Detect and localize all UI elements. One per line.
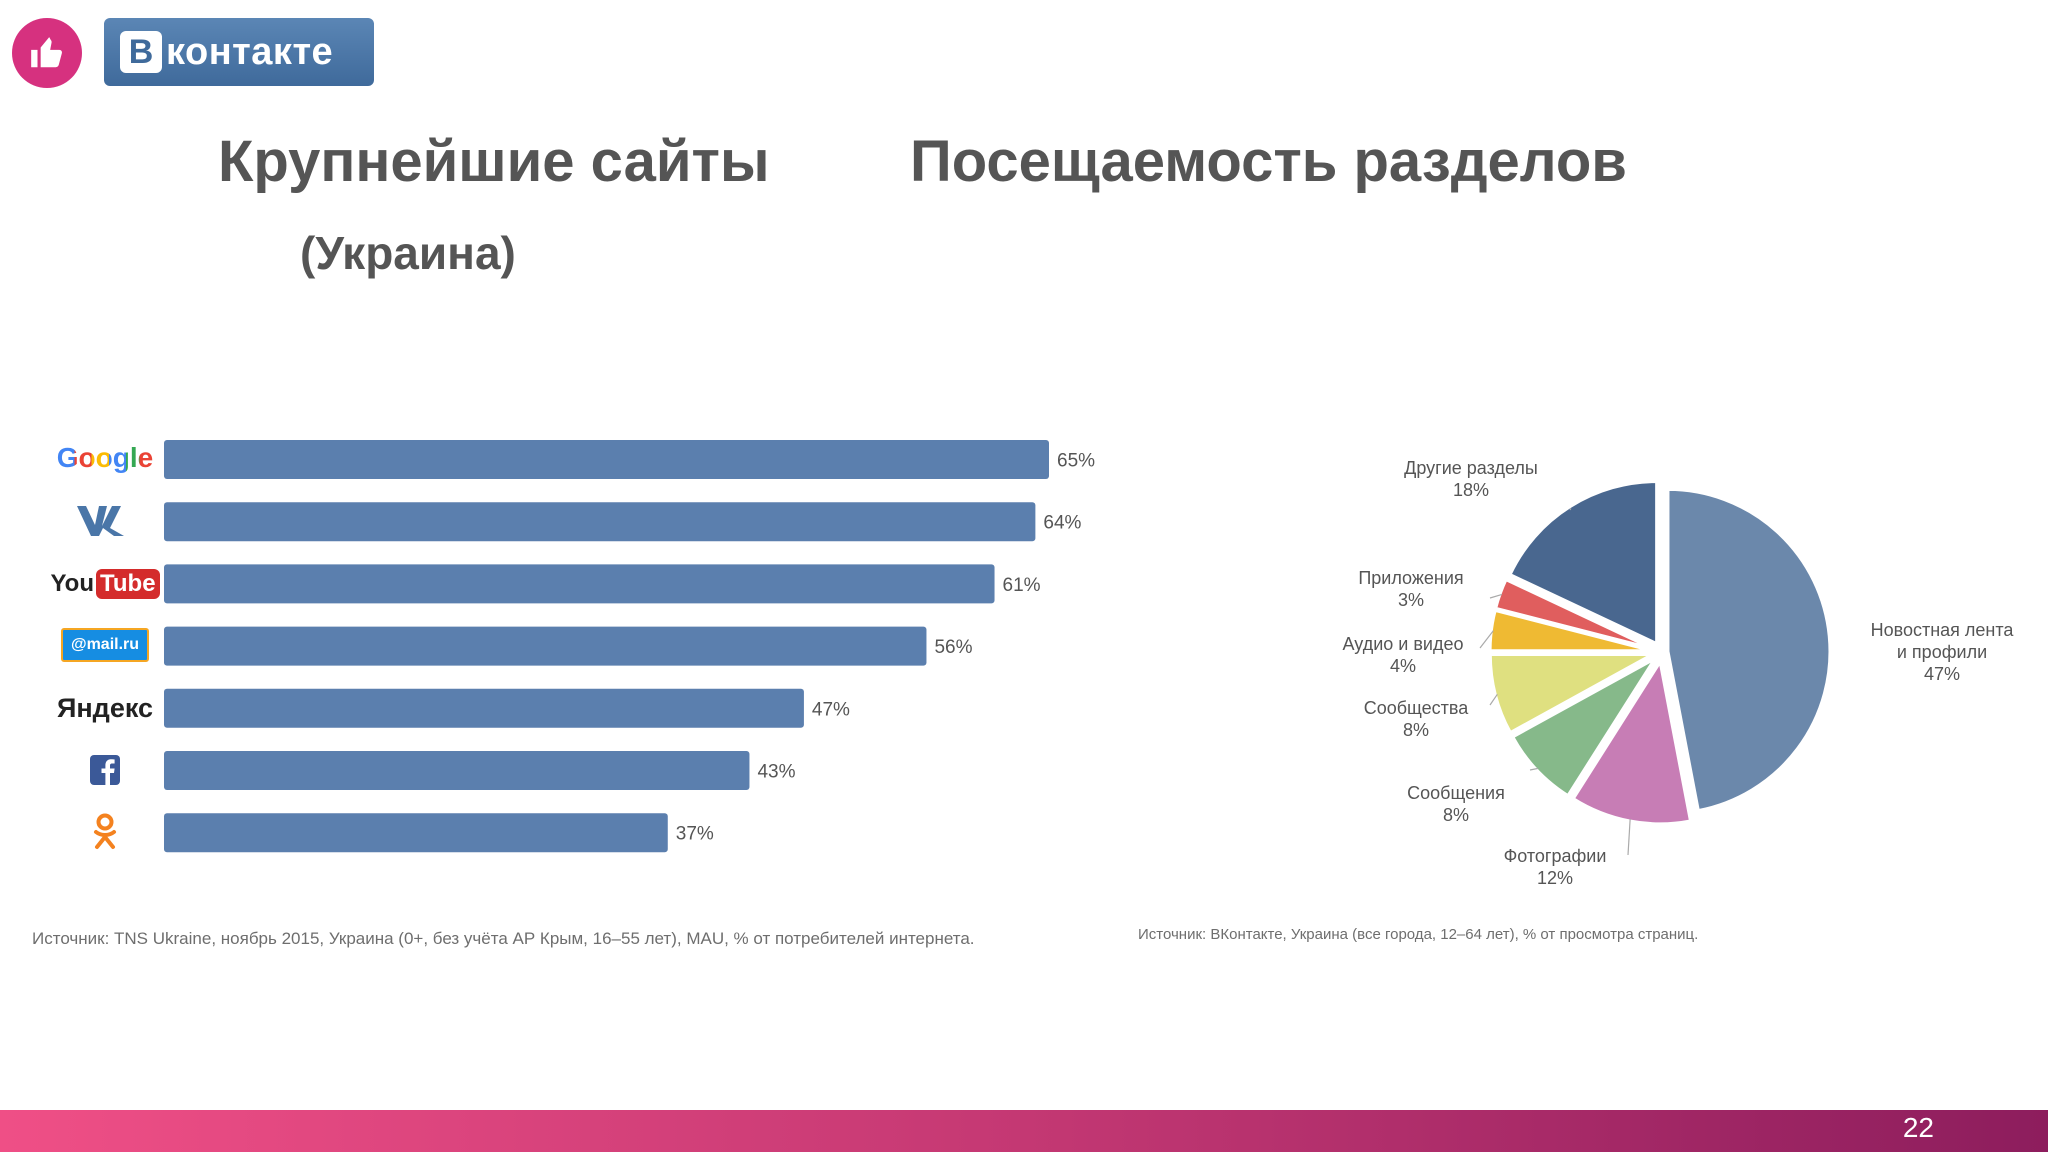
pie-slice-7	[1508, 480, 1659, 646]
pie-label: Фотографии	[1504, 846, 1607, 866]
pie-label: и профили	[1897, 642, 1987, 662]
vk-logo-word: контакте	[166, 30, 334, 73]
pie-slice-1	[1666, 487, 1832, 813]
bar-4	[164, 626, 927, 666]
thumbs-up-icon	[31, 37, 62, 68]
pie-leader-line	[1489, 593, 1503, 599]
left-source-note: Источник: TNS Ukraine, ноябрь 2015, Укра…	[32, 929, 975, 948]
bar-value-label: 64%	[1043, 513, 1081, 534]
pie-value-label: 12%	[1537, 868, 1573, 888]
pie-label: Приложения	[1358, 568, 1463, 588]
pie-leader-line	[1489, 693, 1498, 706]
yandex-logo: Яндекс	[50, 688, 160, 728]
pie-value-label: 47%	[1924, 664, 1960, 684]
pie-label: Сообщения	[1407, 783, 1505, 803]
left-subtitle: (Украина)	[300, 227, 516, 279]
google-logo: Google	[50, 438, 160, 478]
pie-leader-line	[1569, 508, 1572, 511]
bar-3	[164, 564, 995, 604]
vk-icon	[50, 501, 160, 541]
pie-label: Сообщества	[1364, 698, 1470, 718]
bar-value-label: 43%	[757, 762, 795, 783]
bar-2	[164, 502, 1036, 542]
pie-value-label: 8%	[1443, 805, 1469, 825]
bar-value-label: 65%	[1057, 451, 1095, 472]
pie-label: Новостная лента	[1871, 620, 2015, 640]
youtube-tube: Tube	[96, 569, 160, 599]
facebook-icon	[50, 750, 160, 790]
bar-value-label: 56%	[934, 637, 972, 658]
pie-slice-6	[1493, 577, 1654, 651]
bar-value-label: 37%	[676, 824, 714, 845]
pie-slice-3	[1510, 657, 1656, 798]
bar-value-label: 61%	[1003, 575, 1041, 596]
bar-6	[164, 751, 750, 790]
pie-value-label: 8%	[1403, 720, 1429, 740]
pie-slice-5	[1488, 608, 1653, 653]
bar-value-label: 47%	[812, 699, 850, 720]
pie-leader-line	[1529, 767, 1539, 771]
bar-5	[164, 688, 804, 728]
pie-value-label: 3%	[1398, 590, 1424, 610]
bar-7	[164, 813, 668, 853]
pie-label: Другие разделы	[1404, 458, 1538, 478]
pie-label: Аудио и видео	[1343, 634, 1464, 654]
pie-slice-4	[1488, 652, 1654, 735]
vkontakte-logo: В контакте	[104, 18, 374, 86]
youtube-you: You	[50, 570, 94, 597]
mailru-logo: @mail.ru	[50, 625, 160, 665]
pie-leader-line	[1479, 630, 1494, 649]
mailru-logo-text: @mail.ru	[60, 628, 150, 662]
odnoklassniki-icon	[50, 812, 160, 852]
yandex-logo-text: Яндекс	[56, 692, 154, 723]
right-title: Посещаемость разделов	[910, 129, 1627, 194]
like-badge	[12, 18, 82, 88]
page-number: 22	[1902, 1112, 1934, 1143]
youtube-logo: You Tube	[50, 564, 160, 604]
bar-1	[164, 440, 1049, 479]
pie-leader-line	[1627, 818, 1631, 856]
pie-value-label: 4%	[1390, 656, 1416, 676]
right-source-note: Источник: ВКонтакте, Украина (все города…	[1138, 926, 1699, 943]
vk-logo-letter: В	[120, 31, 162, 73]
google-logo-text: Google	[56, 442, 154, 473]
footer-bar	[0, 1110, 2048, 1152]
left-title: Крупнейшие сайты	[218, 129, 770, 194]
pie-value-label: 18%	[1453, 480, 1489, 500]
